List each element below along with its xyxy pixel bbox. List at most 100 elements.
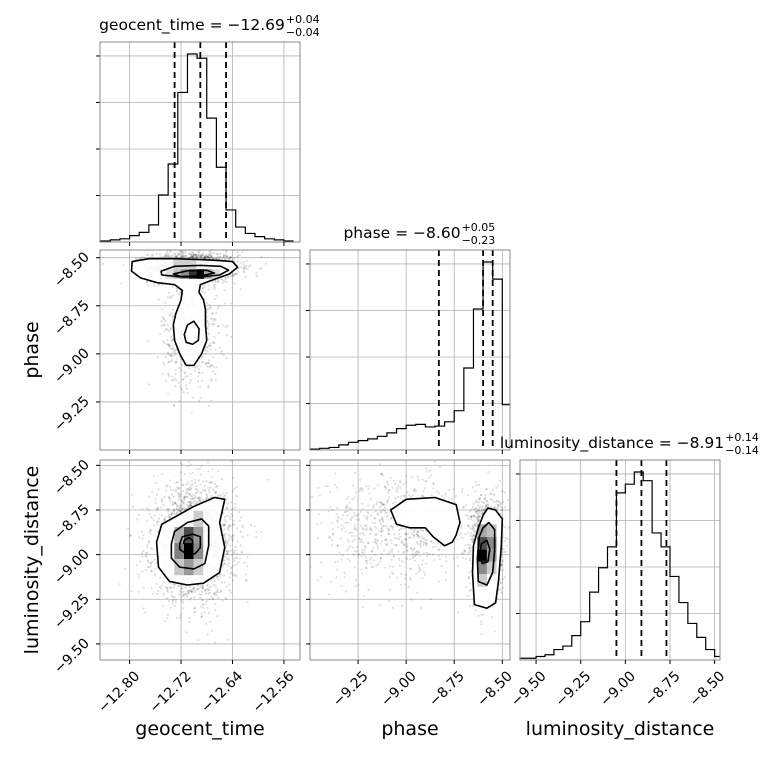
sample-point	[380, 530, 382, 532]
sample-point	[349, 560, 351, 562]
sample-point	[172, 346, 174, 348]
sample-point	[355, 491, 357, 493]
sample-point	[332, 532, 334, 534]
sample-point	[239, 520, 241, 522]
sample-point	[219, 347, 221, 349]
sample-point	[239, 557, 241, 559]
sample-point	[433, 559, 435, 561]
sample-point	[426, 470, 428, 472]
sample-point	[294, 518, 296, 520]
sample-point	[246, 565, 248, 567]
sample-point	[363, 549, 365, 551]
grid-lines	[310, 250, 510, 450]
sample-point	[415, 573, 417, 575]
sample-point	[166, 339, 168, 341]
sample-point	[370, 528, 372, 530]
sample-point	[231, 554, 233, 556]
sample-point	[207, 325, 209, 327]
sample-point	[401, 495, 403, 497]
panel-title-upper-error: +0.05	[462, 221, 496, 234]
sample-point	[171, 376, 173, 378]
sample-point	[214, 373, 216, 375]
sample-point	[180, 595, 182, 597]
sample-point	[403, 483, 405, 485]
sample-point	[340, 518, 342, 520]
sample-point	[350, 507, 352, 509]
sample-point	[145, 555, 147, 557]
sample-point	[220, 589, 222, 591]
sample-point	[419, 540, 421, 542]
sample-point	[181, 369, 183, 371]
sample-point	[400, 573, 402, 575]
sample-point	[394, 537, 396, 539]
sample-point	[196, 255, 198, 257]
sample-point	[328, 510, 330, 512]
sample-point	[202, 604, 204, 606]
sample-point	[194, 370, 196, 372]
sample-point	[172, 599, 174, 601]
sample-point	[171, 254, 173, 256]
sample-point	[181, 464, 183, 466]
sample-point	[238, 561, 240, 563]
sample-point	[188, 501, 190, 503]
panel-title-phase: phase = −8.60	[343, 224, 460, 242]
sample-point	[360, 568, 362, 570]
sample-point	[416, 541, 418, 543]
sample-point	[162, 340, 164, 342]
panel-title-geocent_time: geocent_time = −12.69	[99, 16, 285, 35]
sample-point	[375, 510, 377, 512]
sample-point	[176, 505, 178, 507]
sample-point	[228, 515, 230, 517]
sample-point	[157, 507, 159, 509]
sample-point	[157, 521, 159, 523]
sample-point	[358, 538, 360, 540]
panel-title-upper-error: +0.04	[286, 13, 320, 26]
sample-point	[353, 539, 355, 541]
sample-point	[215, 594, 217, 596]
sample-point	[404, 577, 406, 579]
sample-point	[169, 347, 171, 349]
sample-point	[168, 292, 170, 294]
sample-point	[412, 550, 414, 552]
sample-point	[199, 483, 201, 485]
sample-point	[192, 502, 194, 504]
sample-point	[213, 323, 215, 325]
sample-point	[147, 340, 149, 342]
sample-point	[229, 518, 231, 520]
sample-point	[260, 256, 262, 258]
sample-point	[387, 491, 389, 493]
sample-point	[200, 254, 202, 256]
sample-point	[155, 583, 157, 585]
sample-point	[430, 474, 432, 476]
sample-point	[151, 561, 153, 563]
sample-point	[384, 507, 386, 509]
sample-point	[346, 514, 348, 516]
sample-point	[469, 582, 471, 584]
sample-point	[363, 554, 365, 556]
sample-point	[206, 365, 208, 367]
sample-point	[228, 562, 230, 564]
sample-point	[215, 587, 217, 589]
sample-point	[215, 486, 217, 488]
sample-point	[233, 523, 235, 525]
sample-point	[202, 499, 204, 501]
sample-point	[376, 544, 378, 546]
sample-point	[331, 522, 333, 524]
sample-point	[197, 375, 199, 377]
sample-point	[204, 490, 206, 492]
sample-point	[456, 538, 458, 540]
sample-point	[206, 494, 208, 496]
sample-point	[461, 488, 463, 490]
sample-point	[174, 513, 176, 515]
sample-point	[162, 605, 164, 607]
sample-point	[217, 597, 219, 599]
sample-point	[422, 530, 424, 532]
sample-point	[413, 548, 415, 550]
sample-point	[184, 473, 186, 475]
sample-point	[371, 550, 373, 552]
sample-point	[349, 545, 351, 547]
sample-point	[200, 473, 202, 475]
sample-point	[380, 473, 382, 475]
sample-point	[334, 561, 336, 563]
sample-point	[166, 485, 168, 487]
